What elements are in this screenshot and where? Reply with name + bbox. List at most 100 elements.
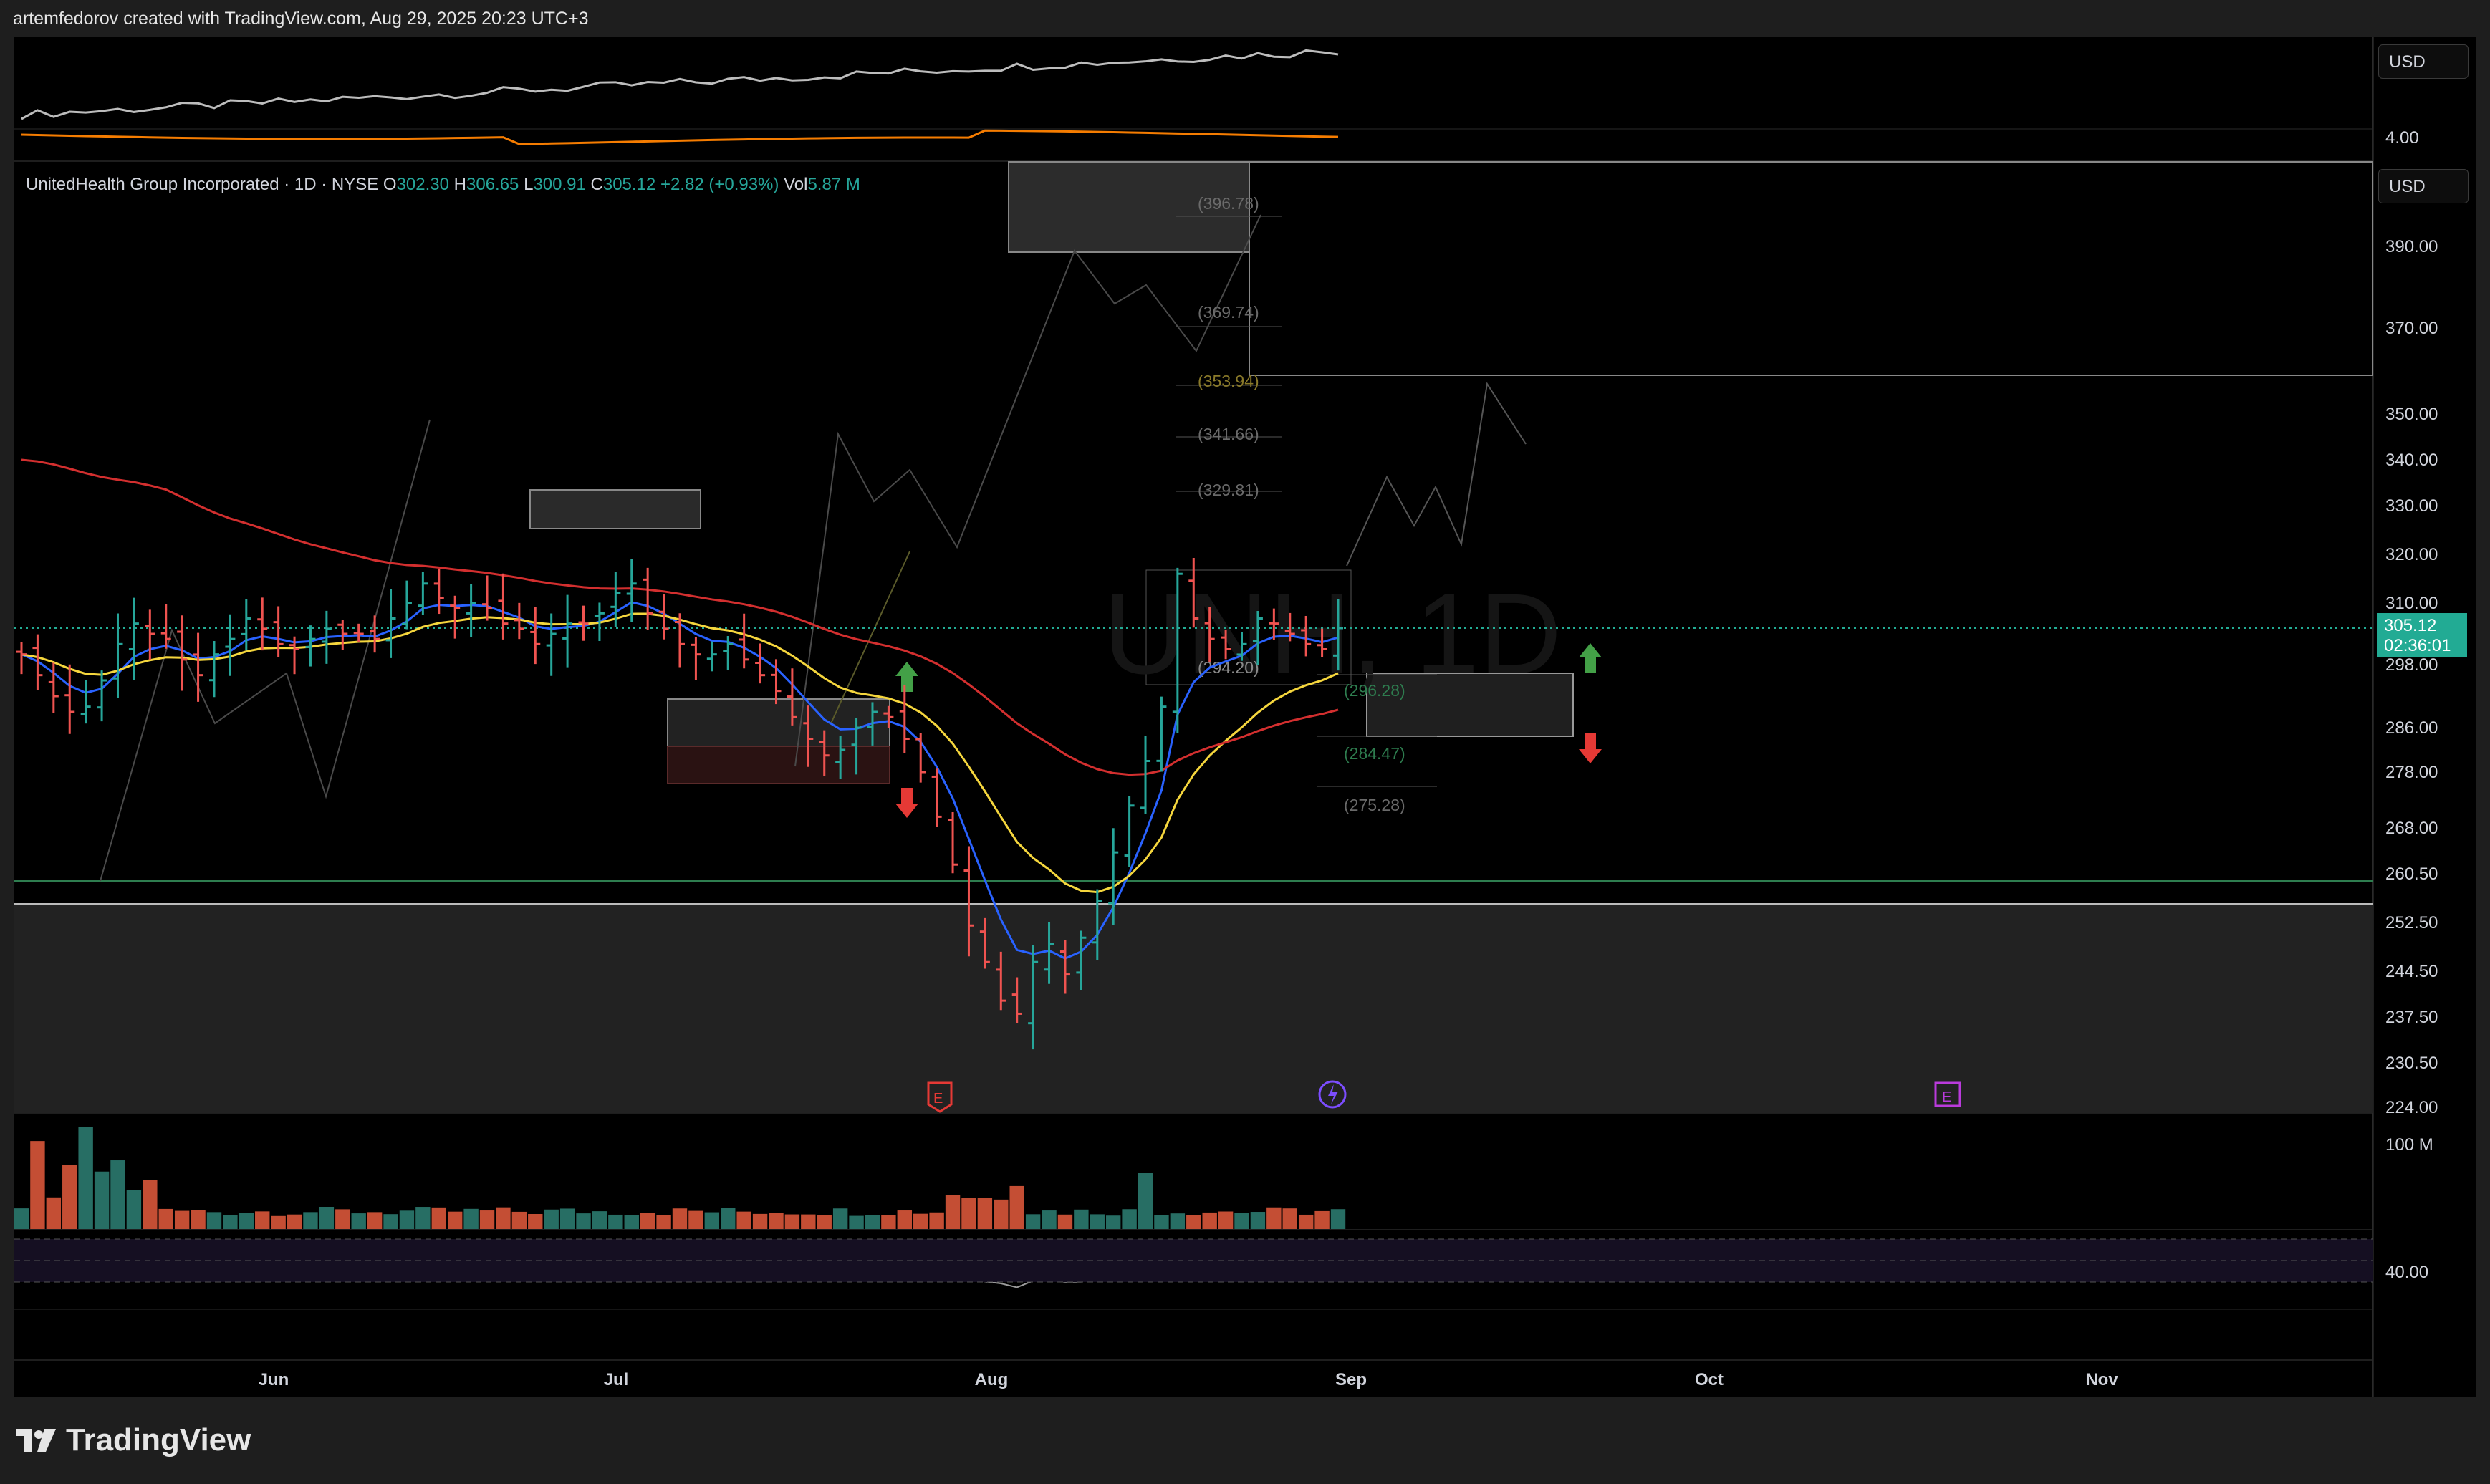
ohlc-bar[interactable] (401, 580, 412, 630)
ohlc-bar[interactable] (32, 634, 43, 690)
ohlc-bar[interactable] (241, 599, 251, 651)
price-axis[interactable]: 390.00 370.00 350.00 340.00 330.00 320.00 310.… (2385, 237, 2438, 1117)
ohlc-bar[interactable] (1059, 940, 1070, 994)
ohlc-bar[interactable] (514, 602, 524, 640)
ohlc-bar[interactable] (803, 705, 814, 767)
ohlc-bar[interactable] (289, 636, 300, 675)
ema-slow-line[interactable] (21, 458, 1339, 776)
ohlc-bar[interactable] (433, 568, 444, 615)
ohlc-bar[interactable] (273, 606, 284, 658)
currency-top-button[interactable]: USD (2378, 44, 2469, 79)
ohlc-bar[interactable] (145, 610, 155, 660)
ohlc-bar[interactable] (755, 643, 766, 684)
demand-zone[interactable] (14, 904, 2373, 1113)
currency-main-button[interactable]: USD (2378, 169, 2469, 203)
ohlc-bar[interactable] (193, 632, 203, 702)
ohlc-bar[interactable] (1204, 607, 1215, 662)
ohlc-bar[interactable] (771, 659, 782, 705)
ohlc-bar[interactable] (706, 641, 717, 672)
ohlc-bar[interactable] (257, 597, 268, 651)
ohlc-bar[interactable] (418, 572, 428, 615)
target-zone-main[interactable] (1249, 161, 2373, 376)
ohlc-bar[interactable] (112, 613, 123, 698)
ohlc-bar[interactable] (1221, 630, 1231, 660)
ohlc-bar[interactable] (739, 613, 749, 669)
ohlc-bar[interactable] (385, 589, 396, 658)
ohlc-bar[interactable] (305, 625, 316, 667)
ohlc-bar[interactable] (562, 594, 573, 668)
ohlc-bar[interactable] (643, 567, 653, 630)
tradingview-logo[interactable]: TradingView (16, 1422, 251, 1458)
fib-lines[interactable] (1146, 216, 1437, 787)
ohlc-bar[interactable] (979, 917, 990, 969)
ohlc-bar[interactable] (1140, 736, 1151, 814)
ohlc-bar[interactable] (48, 662, 59, 713)
projection-path-2[interactable] (830, 551, 910, 724)
ohlc-bar[interactable] (819, 730, 830, 777)
ohlc-bar[interactable] (1156, 696, 1167, 772)
ohlc-bar[interactable] (1092, 889, 1102, 960)
projection-path-1[interactable] (100, 419, 431, 882)
ohlc-bar[interactable] (482, 575, 493, 621)
ohlc-bar[interactable] (1076, 930, 1087, 991)
ohlc-bar[interactable] (787, 668, 797, 726)
ohlc-bar[interactable] (1301, 615, 1312, 657)
projection-path-4[interactable] (1346, 382, 1527, 567)
ohlc-bar[interactable] (835, 736, 846, 779)
ohlc-bar[interactable] (626, 559, 637, 622)
ohlc-bar[interactable] (321, 610, 332, 664)
ohlc-bar[interactable] (1284, 612, 1295, 642)
ohlc-bar[interactable] (97, 670, 107, 722)
ohlc-bar[interactable] (353, 623, 364, 643)
ohlc-bar[interactable] (370, 615, 380, 653)
arrow-up-2[interactable] (1579, 643, 1602, 673)
ohlc-bar[interactable] (691, 637, 701, 680)
ohlc-bar[interactable] (658, 594, 669, 640)
ohlc-bar[interactable] (948, 812, 958, 874)
ohlc-bar[interactable] (1269, 608, 1279, 640)
arrow-up-1[interactable] (895, 662, 918, 692)
ohlc-bar[interactable] (128, 597, 139, 680)
ohlc-bar[interactable] (963, 846, 974, 957)
zone-box-2b[interactable] (667, 746, 890, 784)
ohlc-bar[interactable] (225, 614, 236, 676)
time-axis[interactable]: Jun Jul Aug Sep Oct Nov (259, 1370, 2119, 1389)
ohlc-bar[interactable] (851, 718, 862, 775)
future-earnings-event-icon[interactable]: E (1934, 1081, 1961, 1107)
projection-path-3[interactable] (794, 214, 1261, 767)
relative-strength-line[interactable] (21, 49, 1339, 120)
ohlc-bar[interactable] (899, 685, 910, 753)
entry-zone[interactable] (1366, 673, 1574, 737)
ohlc-bar[interactable] (915, 733, 926, 783)
ohlc-bar[interactable] (931, 768, 942, 827)
ohlc-bar[interactable] (546, 613, 557, 676)
earnings-event-icon[interactable]: E (927, 1081, 953, 1113)
ohlc-bar[interactable] (867, 702, 878, 746)
dividend-event-icon[interactable] (1318, 1080, 1347, 1109)
ohlc-bar[interactable] (578, 605, 589, 641)
ohlc-bar[interactable] (996, 951, 1006, 1011)
ohlc-bar[interactable] (177, 615, 188, 691)
ohlc-bar[interactable] (1108, 828, 1119, 925)
ohlc-bar[interactable] (1011, 977, 1022, 1023)
ohlc-bar[interactable] (498, 573, 509, 640)
zone-box-1[interactable] (529, 489, 701, 529)
ohlc-bar[interactable] (1172, 567, 1183, 733)
ratio-line[interactable] (21, 129, 1339, 145)
symbol-name[interactable]: UnitedHealth Group Incorporated · 1D · N… (26, 175, 379, 194)
ohlc-bar[interactable] (1044, 922, 1054, 984)
ohlc-bar[interactable] (1188, 558, 1199, 628)
ohlc-bar[interactable] (594, 602, 605, 642)
ohlc-bar[interactable] (64, 664, 75, 734)
ohlc-bar[interactable] (1028, 945, 1039, 1050)
ohlc-bar[interactable] (1317, 628, 1327, 657)
ohlc-bar[interactable] (530, 607, 541, 665)
ohlc-bar[interactable] (450, 595, 461, 639)
arrow-down-1[interactable] (895, 788, 918, 818)
ohlc-bar[interactable] (1236, 632, 1247, 661)
ohlc-bar[interactable] (160, 604, 171, 649)
ohlc-bar[interactable] (1333, 599, 1343, 671)
ohlc-bar[interactable] (80, 680, 91, 724)
arrow-down-2[interactable] (1579, 733, 1602, 763)
ohlc-bar[interactable] (1252, 610, 1263, 665)
